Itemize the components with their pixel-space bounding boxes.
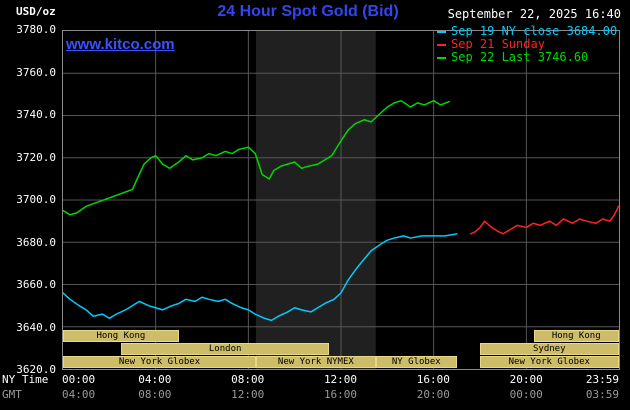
legend-item: Sep 22 Last 3746.60 [437,51,617,64]
plot-area: Hong Kong Hong Kong London Sydney New York G… [62,30,620,370]
y-axis-tick-label: 3700.0 [16,193,56,206]
y-axis-tick-label: 3660.0 [16,278,56,291]
legend-dash-icon [437,30,446,33]
x-axis-tick-label: 12:00 [323,373,358,386]
y-axis-tick-label: 3720.0 [16,150,56,164]
session-band: New York Globex [480,356,619,368]
y-axis-tick-label: 3640.0 [16,320,56,334]
x-axis-tick-label: 00:00 [62,373,96,386]
x-axis-tick-label: 16:00 [323,388,358,401]
x-axis-row-caption: GMT [2,388,22,401]
x-axis-tick-label: 12:00 [231,388,265,401]
chart-title: 24 Hour Spot Gold (Bid) [217,3,399,20]
session-band: Sydney [480,343,619,355]
datetime-label: September 22, 2025 16:40 [447,7,621,21]
market-session-bands: Hong Kong Hong Kong London Sydney New York G… [63,31,619,369]
x-axis-tick-label: 23:59 [585,373,619,386]
legend: Sep 19 NY close 3684.00 Sep 21 Sunday Sep … [437,25,617,64]
y-axis-tick-label: 3740.0 [16,108,56,121]
session-band: London [120,343,330,355]
legend-dash-icon [437,43,446,46]
x-axis-tick-label: 08:00 [138,388,172,401]
session-band: Hong Kong [533,330,619,342]
x-axis-tick-label: 20:00 [416,388,450,401]
y-axis-tick-label: 3680.0 [16,235,56,249]
y-axis-units-label: USD/oz [16,5,56,18]
x-axis-tick-label: 16:00 [416,373,450,386]
x-axis-row-caption: NY Time [2,373,49,386]
x-axis-tick-label: 20:00 [509,373,543,386]
legend-label: Sep 21 Sunday [451,37,545,51]
legend-label: Sep 22 Last 3746.60 [451,50,589,64]
session-band: NY Globex [375,356,457,368]
x-axis-tick-label: 04:00 [138,373,172,386]
legend-label: Sep 19 NY close 3684.00 [451,24,618,38]
legend-item: Sep 19 NY close 3684.00 [437,25,617,38]
price-lines-canvas [63,31,619,369]
legend-dash-icon [437,56,446,59]
legend-item: Sep 21 Sunday [437,38,617,51]
y-axis-tick-label: 3760.0 [16,65,56,79]
y-axis-tick-label: 3780.0 [16,23,56,36]
x-axis-tick-label: 08:00 [231,373,265,386]
x-axis-tick-label: 03:59 [585,388,619,401]
y-axis-tick-label: 3620.0 [16,363,56,376]
session-band: Hong Kong [63,330,179,342]
kitco-watermark-link[interactable]: www.kitco.com [66,36,175,53]
session-band: New York Globex [63,356,256,368]
session-band: New York NYMEX [255,356,376,368]
x-axis-tick-label: 00:00 [509,388,543,401]
x-axis-tick-label: 04:00 [62,388,96,401]
